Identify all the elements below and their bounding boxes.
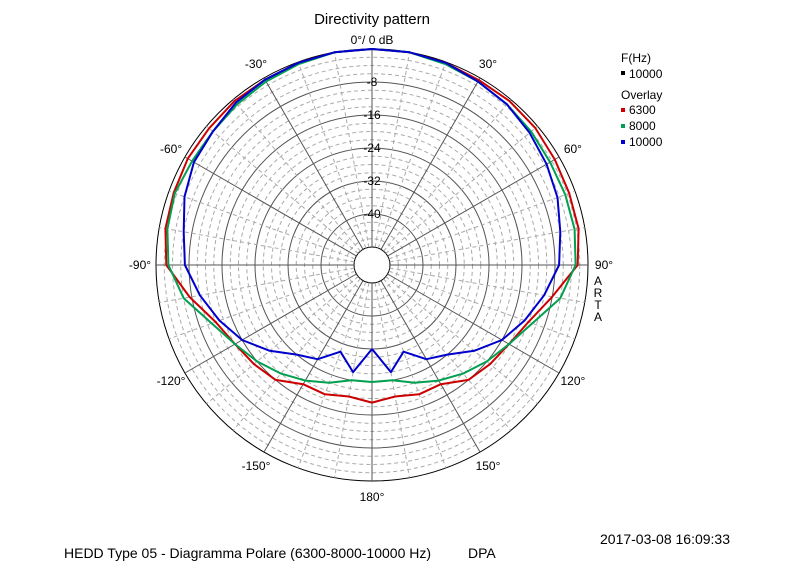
angle-label: -150° [242,459,271,473]
minor-spoke [297,61,367,249]
angle-label: -90° [129,258,151,272]
minor-spoke [388,270,576,340]
minor-spoke [388,190,576,260]
polar-labels: 0°/ 0 dB -8 -16 -24 -32 -40 30° 60° 90° 120° 150°… [129,33,613,504]
minor-spoke [168,190,356,260]
angle-label: 90° [595,258,613,272]
angle-label: 150° [476,459,501,473]
major-spoke [184,156,357,257]
watermark-letter: T [594,298,602,312]
polar-curves [164,48,580,404]
legend-swatch [621,108,625,112]
major-spoke [263,280,364,453]
major-spoke [380,280,481,453]
chart-title: Directivity pattern [314,11,430,28]
radial-tick-label: -32 [363,174,381,188]
angle-label: -60° [160,142,182,156]
minor-spoke [383,99,512,252]
minor-spoke [377,61,447,249]
legend-label: 6300 [629,103,656,117]
angle-label: 120° [561,374,586,388]
radial-tick-label: -8 [367,75,378,89]
footer-source: DPA [468,545,496,561]
series-10000-line [182,48,562,374]
major-spoke [184,273,357,374]
radial-tick-label: -16 [363,108,381,122]
minor-spoke [385,276,538,405]
legend-freq-value: 10000 [629,67,663,81]
legend-swatch [621,140,625,144]
minor-spoke [168,270,356,340]
major-spoke [387,156,560,257]
timestamp: 2017-03-08 16:09:33 [600,531,730,547]
legend-overlay-header: Overlay [621,88,662,102]
legend-items: 6300 8000 10000 [621,103,663,149]
angle-label: 180° [360,490,385,504]
minor-spoke [385,125,538,254]
angle-label: -30° [245,57,267,71]
minor-spoke [389,226,585,263]
inner-ring [353,246,391,284]
legend-freq-swatch [621,71,625,75]
minor-spoke [206,276,359,405]
radial-tick-label: -24 [363,141,381,155]
angle-label: 60° [564,142,582,156]
minor-spoke [159,226,355,263]
radial-tick-label: -40 [363,207,381,221]
top-label: 0°/ 0 dB [351,33,394,47]
legend-label: 10000 [629,135,663,149]
major-spoke [263,77,364,250]
watermark-letter: R [594,286,603,300]
legend-label: 8000 [629,119,656,133]
legend: F(Hz) 10000 Overlay 6300 8000 10000 [621,51,663,149]
minor-spoke [232,99,361,252]
watermark-letter: A [594,274,602,288]
angle-label: -120° [157,374,186,388]
legend-freq-header: F(Hz) [621,51,651,65]
minor-spoke [206,125,359,254]
minor-spoke [159,267,355,304]
minor-spoke [297,281,367,469]
minor-spoke [333,52,370,248]
legend-swatch [621,124,625,128]
major-spoke [380,77,481,250]
minor-spoke [374,52,411,248]
footer-caption: HEDD Type 05 - Diagramma Polare (6300-80… [64,545,432,561]
watermark-letter: A [594,310,602,324]
major-spoke [387,273,560,374]
minor-spoke [377,281,447,469]
angle-label: 30° [479,57,497,71]
